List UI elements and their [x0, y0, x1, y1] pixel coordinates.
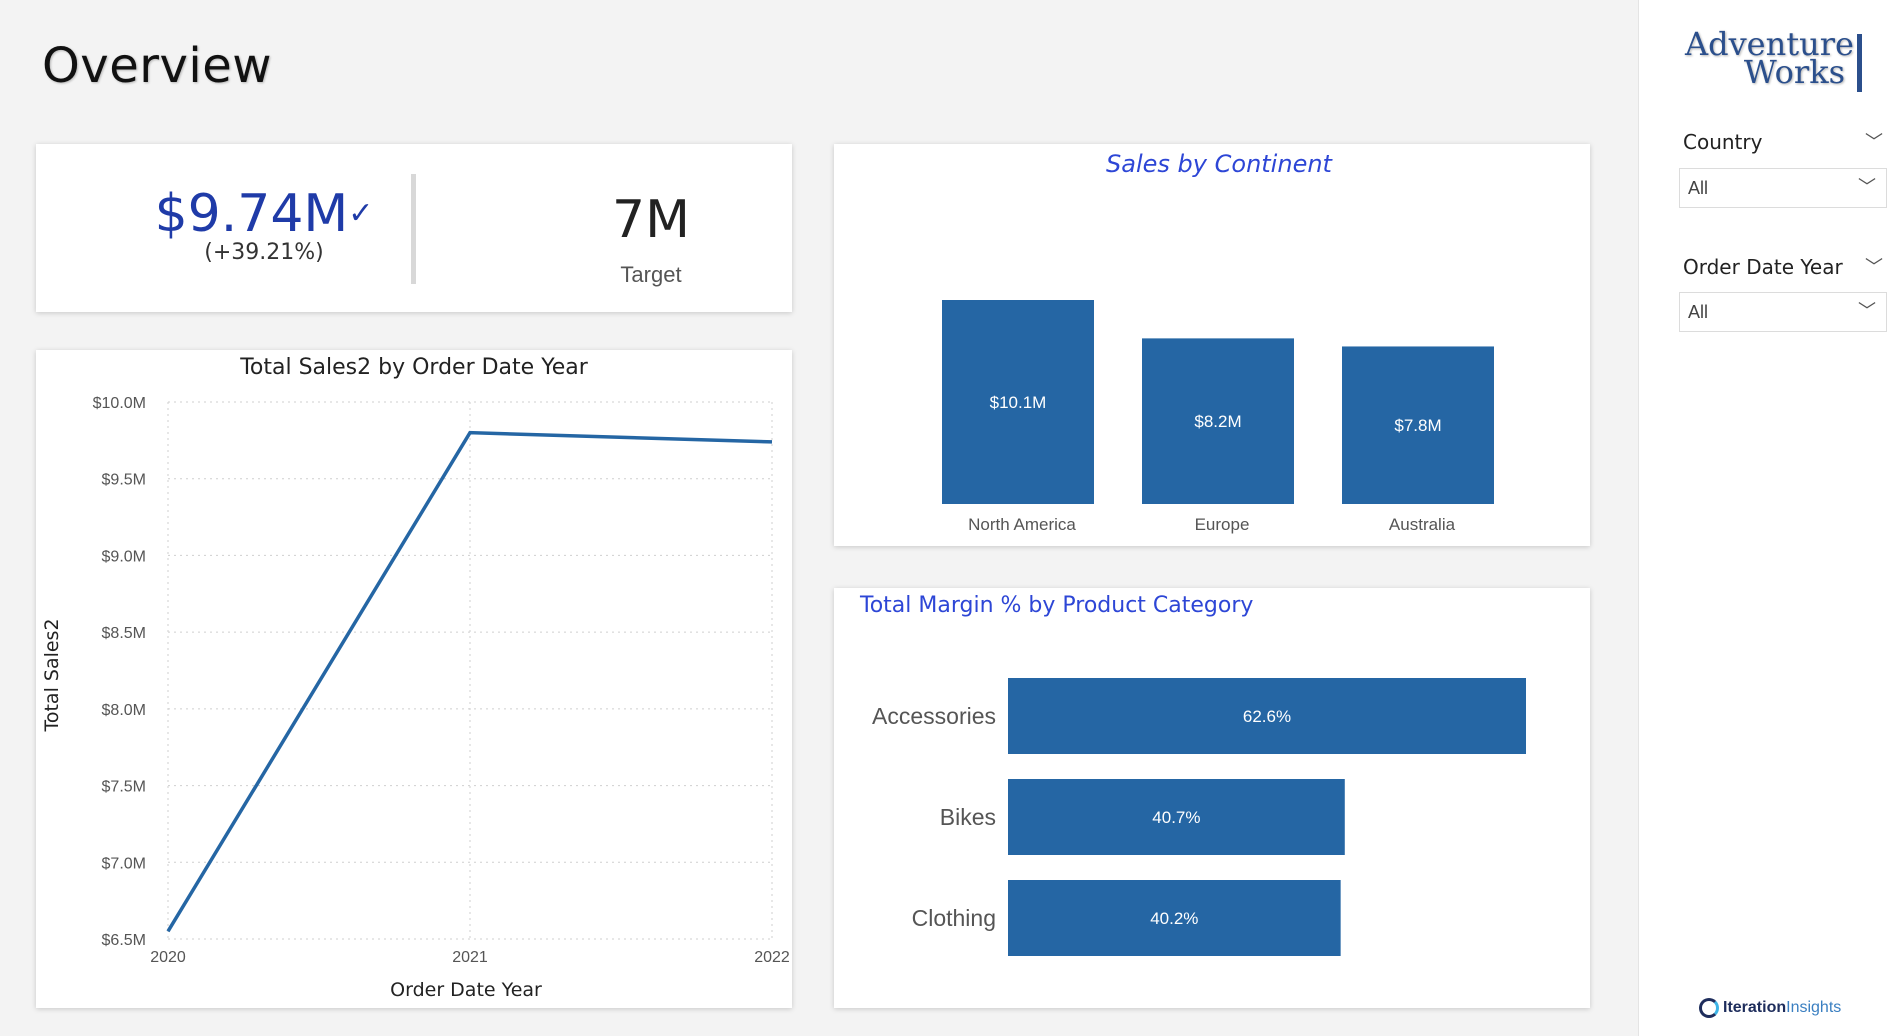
x-tick-label: 2021 — [452, 949, 488, 966]
continent-bar[interactable] — [1342, 346, 1494, 504]
line-chart-card[interactable]: Total Sales2 by Order Date Year Total Sa… — [36, 350, 792, 1008]
margin-bar-label: 62.6% — [1243, 707, 1291, 726]
x-tick-label: 2022 — [754, 949, 790, 966]
continent-chart-card[interactable]: Sales by Continent $10.1M North America $8… — [834, 144, 1590, 546]
kpi-delta: (+39.21%) — [204, 240, 324, 265]
y-tick-label: $6.5M — [102, 932, 146, 949]
y-tick-label: $7.0M — [102, 855, 146, 872]
kpi-target-label: Target — [620, 262, 682, 287]
kpi-target-value: 7M — [612, 190, 690, 250]
kpi-value-wrap: $9.74M✓ — [124, 184, 404, 244]
year-dropdown[interactable]: All ﹀ — [1679, 292, 1887, 332]
continent-bar-label: $7.8M — [1394, 416, 1441, 435]
line-chart-title: Total Sales2 by Order Date Year — [239, 355, 589, 380]
line-chart: Total Sales2 by Order Date Year Total Sa… — [41, 355, 790, 1001]
check-icon: ✓ — [348, 196, 374, 231]
margin-bar[interactable] — [1008, 678, 1526, 754]
margin-chart-title: Total Margin % by Product Category — [859, 593, 1253, 618]
continent-category-label: Australia — [1389, 515, 1456, 534]
x-tick-label: 2020 — [150, 949, 186, 966]
chevron-down-icon: ﹀ — [1858, 301, 1876, 322]
continent-category-label: North America — [968, 515, 1076, 534]
margin-chart-card[interactable]: Total Margin % by Product Category 62.6%… — [834, 588, 1590, 1008]
country-dropdown-value: All — [1688, 178, 1709, 198]
continent-bar-label: $8.2M — [1194, 412, 1241, 431]
margin-category-label: Bikes — [940, 804, 996, 830]
continent-bar-label: $10.1M — [990, 393, 1047, 412]
margin-bar[interactable] — [1008, 779, 1345, 855]
margin-bar[interactable] — [1008, 880, 1341, 956]
iteration-insights-logo: IterationInsights — [1699, 998, 1841, 1018]
y-tick-label: $10.0M — [93, 395, 146, 412]
continent-bar[interactable] — [1142, 338, 1294, 504]
kpi-value: $9.74M — [154, 184, 349, 244]
logo-bar — [1857, 34, 1862, 92]
logo-line2: Works — [1743, 53, 1845, 91]
kpi-card[interactable]: $9.74M✓ (+39.21%) 7M Target — [36, 144, 792, 312]
kpi-divider — [411, 174, 416, 284]
continent-bar[interactable] — [942, 300, 1094, 504]
year-filter-title: Order Date Year — [1683, 255, 1843, 279]
margin-bar-label: 40.2% — [1150, 909, 1198, 928]
y-tick-label: $8.5M — [102, 625, 146, 642]
country-dropdown[interactable]: All ﹀ — [1679, 168, 1887, 208]
chevron-down-icon: ﹀ — [1858, 177, 1876, 198]
filter-panel: Adventure Works Country ﹀ All ﹀ Order Da… — [1638, 0, 1902, 1036]
country-filter-title: Country — [1683, 130, 1763, 154]
footer-brand-part2: Insights — [1786, 999, 1842, 1017]
adventure-works-logo: Adventure Works — [1685, 25, 1854, 91]
continent-bar-chart: Sales by Continent $10.1M North America $8… — [942, 150, 1494, 534]
logo-line1: Adventure — [1685, 25, 1854, 63]
line-chart-xlabel: Order Date Year — [390, 979, 542, 1001]
margin-bar-label: 40.7% — [1152, 808, 1200, 827]
y-tick-label: $8.0M — [102, 702, 146, 719]
continent-category-label: Europe — [1195, 515, 1250, 534]
margin-category-label: Clothing — [912, 905, 996, 931]
margin-bar-chart: Total Margin % by Product Category 62.6%… — [859, 593, 1526, 956]
continent-chart-title: Sales by Continent — [1106, 150, 1333, 178]
y-tick-label: $9.5M — [102, 472, 146, 489]
line-chart-ylabel: Total Sales2 — [41, 618, 63, 732]
chevron-down-icon[interactable]: ﹀ — [1865, 257, 1883, 278]
y-tick-label: $9.0M — [102, 548, 146, 565]
ring-icon — [1699, 998, 1719, 1018]
page-title: Overview — [42, 38, 272, 94]
footer-brand-part1: Iteration — [1723, 999, 1787, 1017]
year-dropdown-value: All — [1688, 302, 1709, 322]
margin-category-label: Accessories — [872, 703, 996, 729]
y-tick-label: $7.5M — [102, 779, 146, 796]
sales-line[interactable] — [166, 430, 773, 933]
chevron-down-icon[interactable]: ﹀ — [1865, 132, 1883, 153]
